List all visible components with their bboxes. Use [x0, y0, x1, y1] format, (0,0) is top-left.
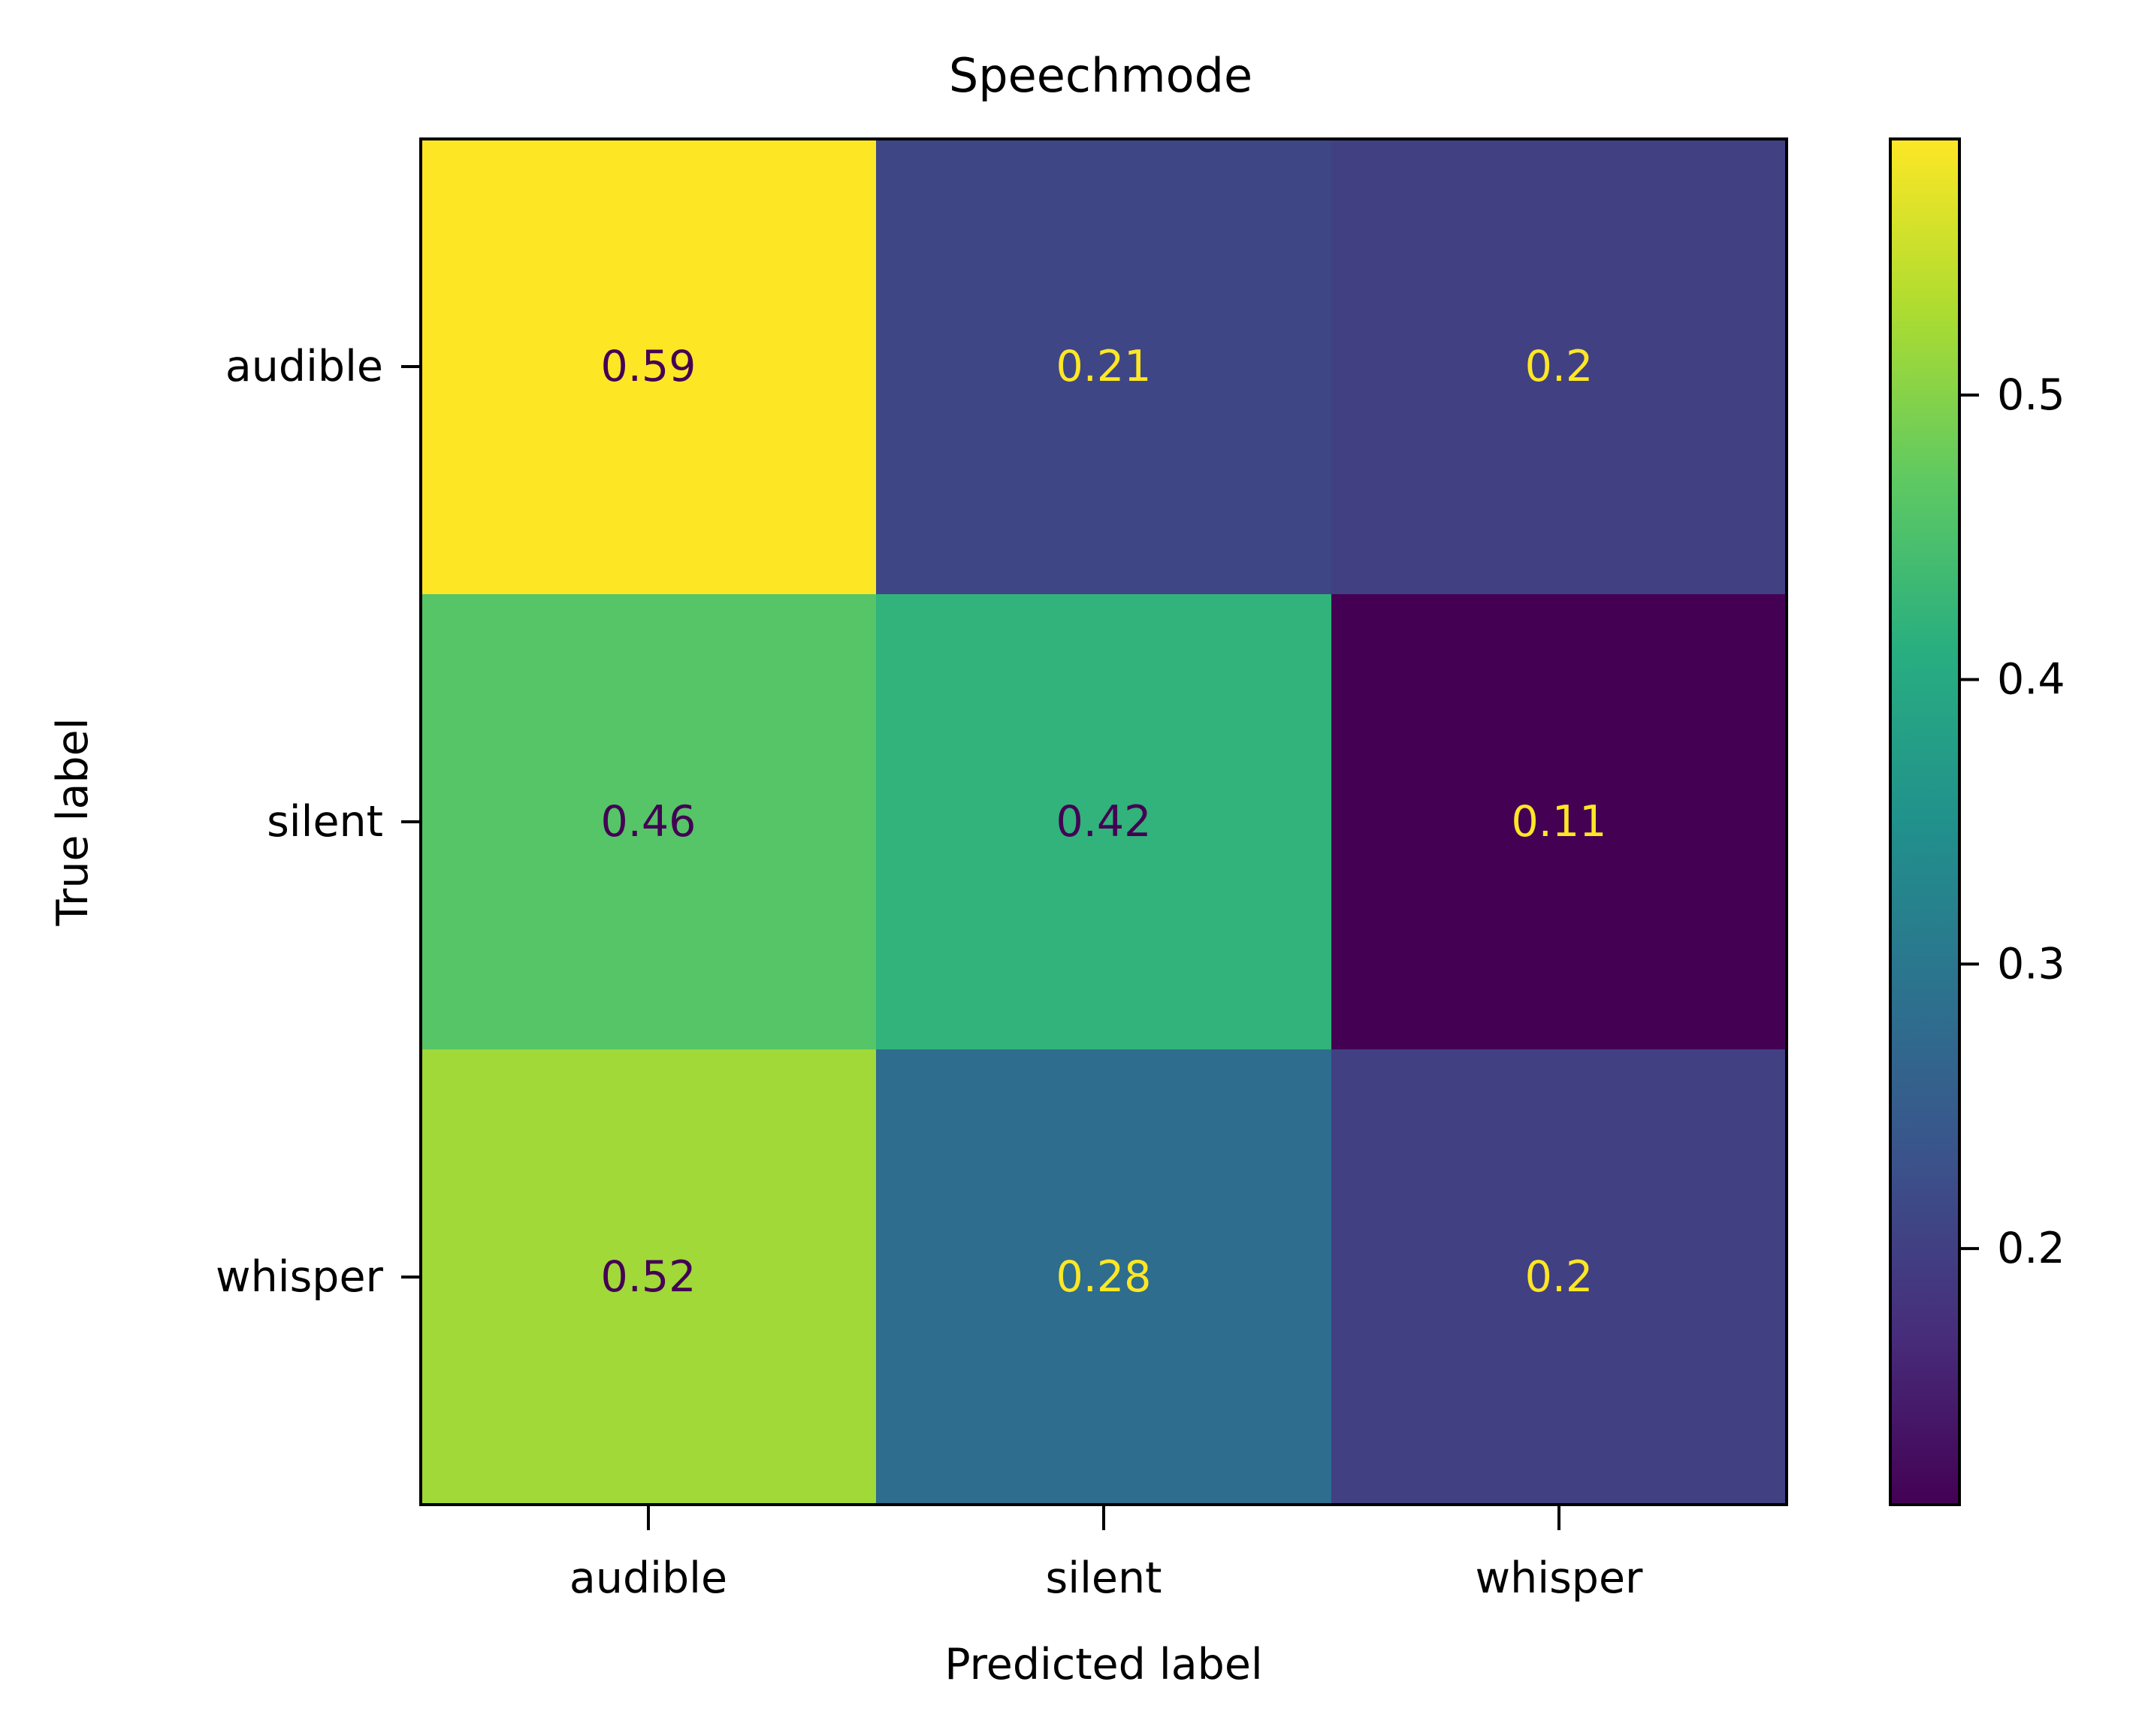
cell-value-label: 0.28 — [1056, 1252, 1152, 1302]
colorbar-tick-label: 0.2 — [1997, 1224, 2065, 1273]
colorbar — [1889, 137, 1961, 1506]
cell-value-label: 0.42 — [1056, 797, 1152, 847]
cell-value-label: 0.11 — [1512, 797, 1607, 847]
y-tick-label: whisper — [216, 1252, 384, 1302]
cell-value-label: 0.2 — [1525, 1252, 1594, 1302]
x-tick-label: audible — [569, 1553, 727, 1603]
heatmap-cell — [876, 139, 1332, 595]
cell-value-label: 0.2 — [1525, 342, 1594, 391]
heatmap-cell — [421, 594, 877, 1050]
x-axis-ticks: audible silent whisper — [569, 1505, 1643, 1603]
cell-value-label: 0.59 — [601, 342, 696, 391]
cell-value-label: 0.46 — [601, 797, 696, 847]
heatmap-cell — [1331, 1049, 1787, 1505]
heatmap-cell-labels: 0.59 0.21 0.2 0.46 0.42 0.11 0.52 0.28 0.2 — [601, 342, 1607, 1302]
y-tick-label: silent — [267, 797, 383, 847]
heatmap-cell — [876, 1049, 1332, 1505]
heatmap-cells — [421, 139, 1787, 1505]
y-axis-ticks: audible silent whisper — [216, 342, 421, 1302]
y-axis-label: True label — [48, 717, 98, 926]
x-tick-label: silent — [1046, 1553, 1162, 1603]
cell-value-label: 0.21 — [1056, 342, 1152, 391]
colorbar-tick-label: 0.3 — [1997, 939, 2065, 989]
colorbar-ticks: 0.2 0.3 0.4 0.5 — [1959, 370, 2065, 1273]
heatmap-cell — [421, 139, 877, 595]
heatmap-cell — [1331, 594, 1787, 1050]
chart-title: Speechmode — [949, 48, 1252, 103]
cell-value-label: 0.52 — [601, 1252, 696, 1302]
colorbar-tick-label: 0.5 — [1997, 370, 2065, 420]
heatmap-cell — [1331, 139, 1787, 595]
x-axis-label: Predicted label — [944, 1640, 1263, 1689]
colorbar-tick-label: 0.4 — [1997, 655, 2065, 705]
heatmap-cell — [876, 594, 1332, 1050]
heatmap-cell — [421, 1049, 877, 1505]
y-tick-label: audible — [225, 342, 383, 391]
x-tick-label: whisper — [1476, 1553, 1644, 1603]
